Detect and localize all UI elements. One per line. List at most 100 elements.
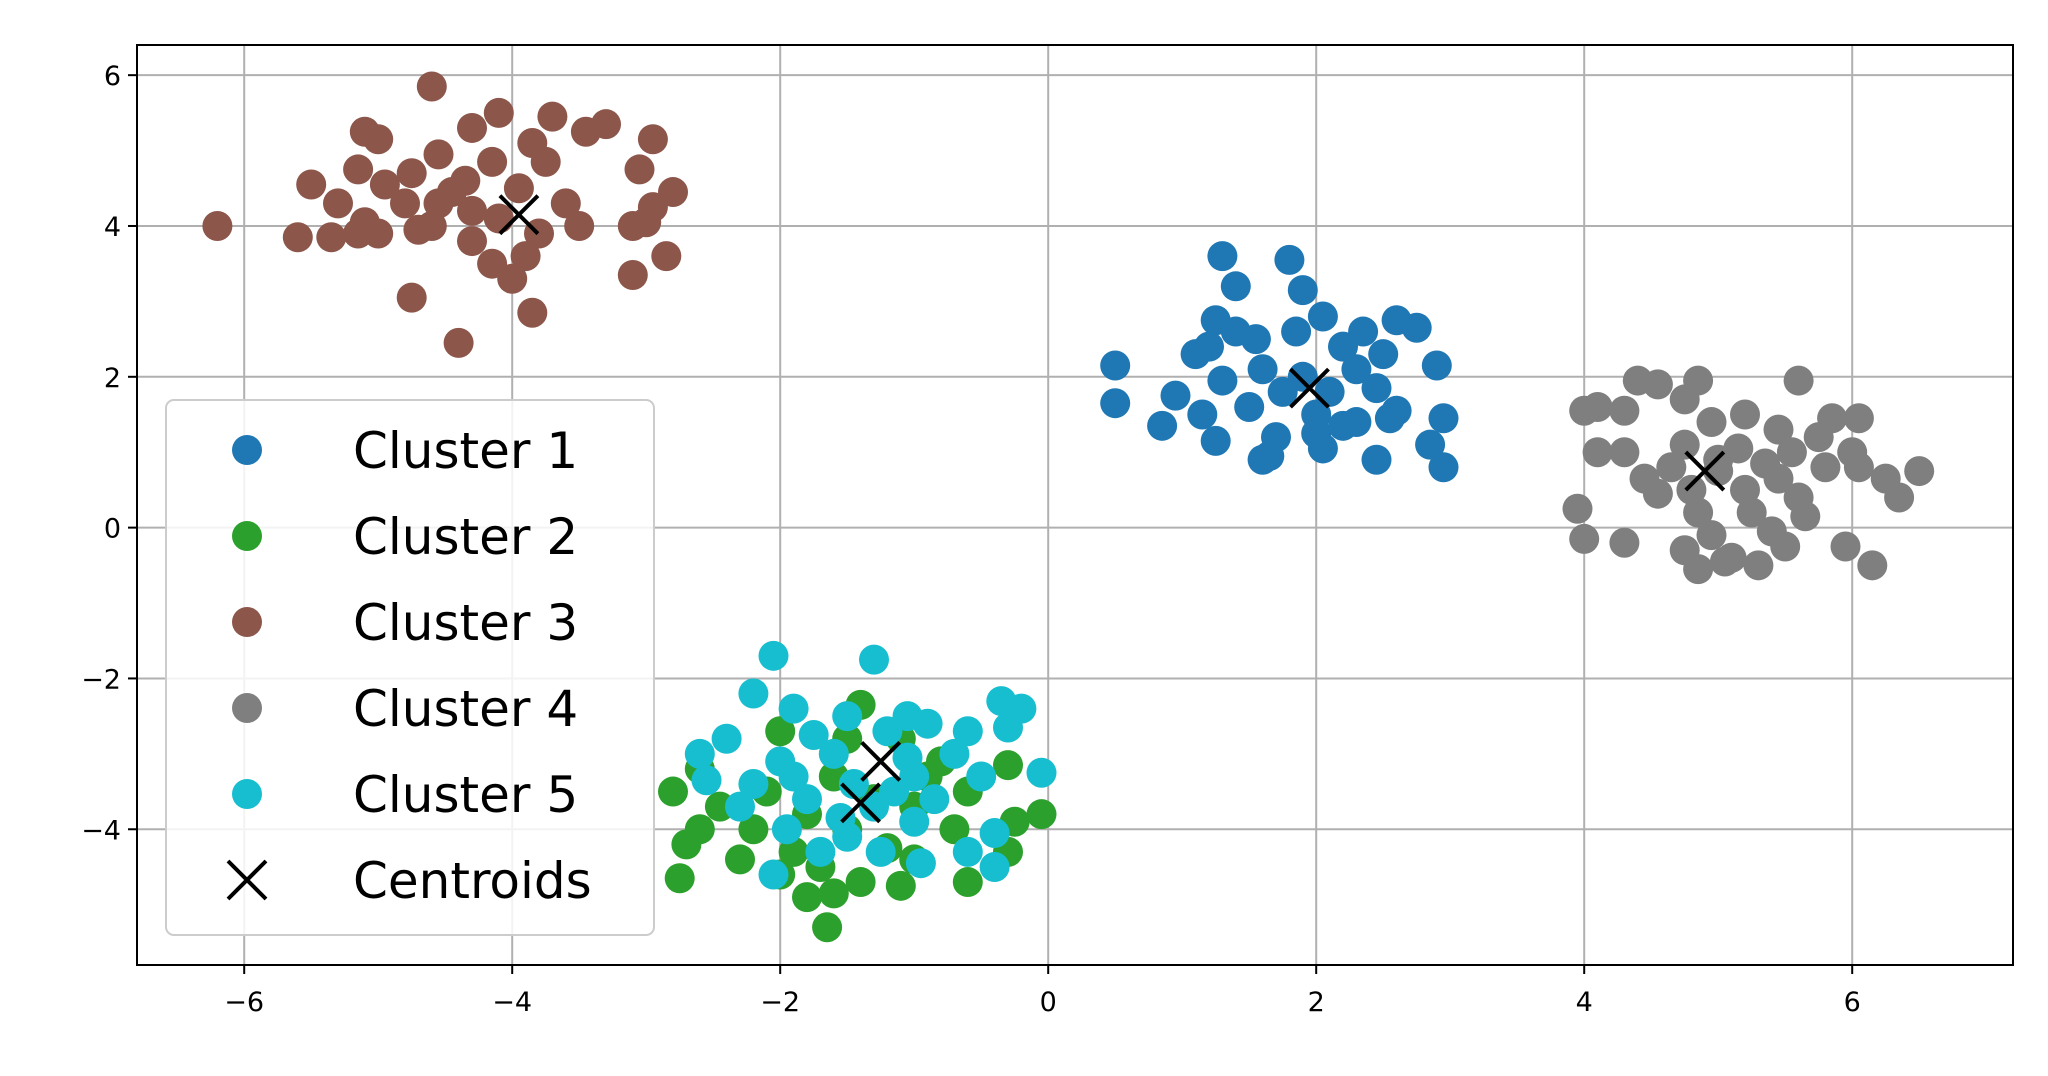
data-point-cluster-5 bbox=[771, 814, 802, 845]
data-point-cluster-5 bbox=[865, 836, 896, 867]
data-point-cluster-5 bbox=[818, 738, 849, 769]
data-point-cluster-4 bbox=[1642, 369, 1673, 400]
data-point-cluster-3 bbox=[343, 154, 374, 185]
centroid-stroke bbox=[840, 782, 882, 824]
data-point-cluster-5 bbox=[899, 806, 930, 837]
data-point-cluster-5 bbox=[966, 761, 997, 792]
data-point-cluster-4 bbox=[1803, 422, 1834, 453]
data-point-cluster-2 bbox=[725, 844, 755, 875]
data-point-cluster-1 bbox=[1247, 444, 1278, 475]
data-point-cluster-4 bbox=[1743, 550, 1774, 581]
data-point-cluster-4 bbox=[1736, 497, 1767, 528]
data-point-cluster-2 bbox=[845, 867, 876, 898]
data-point-cluster-5 bbox=[859, 644, 889, 675]
data-point-cluster-2 bbox=[765, 716, 796, 747]
data-point-cluster-3 bbox=[316, 222, 347, 253]
legend-label: Centroids bbox=[353, 852, 592, 910]
data-point-cluster-5 bbox=[738, 678, 769, 709]
data-point-cluster-5 bbox=[805, 836, 836, 867]
data-point-cluster-1 bbox=[1401, 312, 1432, 343]
data-points bbox=[202, 71, 1935, 943]
data-point-cluster-1 bbox=[1147, 410, 1178, 441]
data-point-cluster-1 bbox=[1187, 399, 1218, 430]
data-point-cluster-5 bbox=[952, 836, 983, 867]
data-point-cluster-3 bbox=[497, 263, 528, 294]
data-point-cluster-2 bbox=[671, 829, 702, 860]
data-point-cluster-1 bbox=[1328, 331, 1358, 362]
data-point-cluster-3 bbox=[296, 169, 327, 200]
y-tick-label: 6 bbox=[104, 61, 121, 92]
data-point-cluster-1 bbox=[1207, 241, 1238, 272]
x-tick-label: 4 bbox=[1576, 987, 1593, 1018]
data-point-cluster-4 bbox=[1669, 429, 1700, 460]
data-point-cluster-3 bbox=[403, 214, 434, 245]
y-tick-label: 0 bbox=[104, 514, 121, 545]
x-tick-label: −6 bbox=[224, 987, 264, 1018]
data-point-cluster-3 bbox=[323, 188, 353, 219]
data-point-cluster-3 bbox=[550, 188, 581, 219]
data-point-cluster-4 bbox=[1790, 501, 1821, 532]
data-point-cluster-1 bbox=[1207, 365, 1238, 396]
data-point-cluster-3 bbox=[477, 146, 508, 177]
data-point-cluster-3 bbox=[396, 158, 427, 189]
data-point-cluster-3 bbox=[369, 169, 400, 200]
data-point-cluster-2 bbox=[664, 863, 695, 894]
x-tick-label: −4 bbox=[492, 987, 532, 1018]
data-point-cluster-5 bbox=[758, 640, 789, 671]
data-point-cluster-3 bbox=[343, 218, 374, 249]
plot-area-frame bbox=[136, 44, 2014, 966]
data-point-cluster-5 bbox=[725, 791, 755, 822]
data-point-cluster-3 bbox=[570, 116, 601, 147]
data-point-cluster-3 bbox=[651, 241, 682, 272]
legend-marker-stroke bbox=[226, 859, 268, 901]
y-tick-label: 2 bbox=[104, 363, 121, 394]
data-point-cluster-3 bbox=[624, 154, 655, 185]
data-point-cluster-1 bbox=[1274, 244, 1305, 275]
data-point-cluster-1 bbox=[1287, 361, 1318, 392]
data-point-cluster-3 bbox=[617, 210, 648, 241]
x-axis-ticks: −6 −4 −2 0 2 4 6 bbox=[224, 965, 1861, 1018]
data-point-cluster-5 bbox=[979, 851, 1010, 882]
data-point-cluster-1 bbox=[1374, 403, 1405, 434]
data-point-cluster-3 bbox=[510, 241, 541, 272]
data-point-cluster-1 bbox=[1428, 403, 1459, 434]
legend-marker bbox=[226, 859, 268, 901]
data-point-cluster-5 bbox=[838, 769, 869, 800]
centroid-stroke bbox=[498, 194, 540, 236]
data-point-cluster-4 bbox=[1656, 452, 1687, 483]
legend-label: Cluster 3 bbox=[353, 594, 578, 652]
data-point-cluster-1 bbox=[1328, 410, 1358, 441]
centroid-marker bbox=[1684, 450, 1726, 492]
y-tick-label: −2 bbox=[81, 664, 121, 695]
data-point-cluster-4 bbox=[1776, 437, 1807, 468]
data-point-cluster-1 bbox=[1100, 350, 1131, 381]
data-point-cluster-3 bbox=[423, 188, 454, 219]
centroid-marker bbox=[840, 782, 882, 824]
data-point-cluster-1 bbox=[1247, 354, 1278, 385]
data-point-cluster-4 bbox=[1703, 456, 1734, 487]
data-point-cluster-1 bbox=[1415, 429, 1446, 460]
data-point-cluster-2 bbox=[885, 870, 916, 901]
data-point-cluster-3 bbox=[483, 97, 514, 128]
centroid-marker bbox=[860, 740, 902, 782]
data-point-cluster-4 bbox=[1609, 395, 1640, 426]
x-tick-label: 0 bbox=[1040, 987, 1057, 1018]
data-point-cluster-4 bbox=[1696, 407, 1727, 438]
y-axis-ticks: −4 −2 0 2 4 6 bbox=[81, 61, 137, 846]
data-point-cluster-4 bbox=[1683, 497, 1714, 528]
data-point-cluster-5 bbox=[798, 720, 829, 750]
data-point-cluster-3 bbox=[517, 297, 548, 328]
data-point-cluster-1 bbox=[1240, 324, 1271, 355]
data-point-cluster-5 bbox=[778, 761, 809, 792]
data-point-cluster-3 bbox=[457, 226, 487, 257]
data-point-cluster-2 bbox=[952, 867, 983, 898]
data-point-cluster-4 bbox=[1830, 531, 1861, 562]
data-point-cluster-1 bbox=[1100, 388, 1131, 419]
legend-marker bbox=[232, 779, 262, 809]
data-point-cluster-5 bbox=[879, 776, 910, 807]
data-point-cluster-3 bbox=[390, 188, 420, 219]
data-point-cluster-5 bbox=[792, 784, 822, 815]
data-point-cluster-4 bbox=[1569, 395, 1600, 426]
data-point-cluster-3 bbox=[423, 139, 454, 170]
